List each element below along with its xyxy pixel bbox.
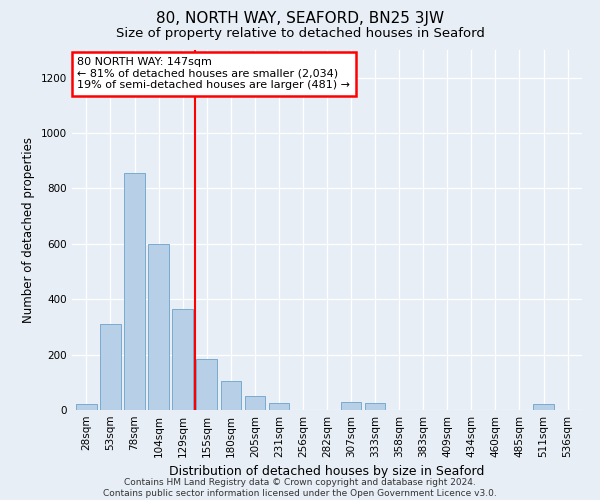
- Bar: [124, 173, 145, 410]
- Bar: [245, 396, 265, 410]
- Text: Size of property relative to detached houses in Seaford: Size of property relative to detached ho…: [116, 28, 484, 40]
- Bar: [196, 359, 217, 410]
- Bar: [148, 244, 169, 410]
- Bar: [221, 381, 241, 410]
- Bar: [365, 403, 385, 410]
- Text: 80 NORTH WAY: 147sqm
← 81% of detached houses are smaller (2,034)
19% of semi-de: 80 NORTH WAY: 147sqm ← 81% of detached h…: [77, 57, 350, 90]
- Bar: [341, 402, 361, 410]
- Text: Contains HM Land Registry data © Crown copyright and database right 2024.
Contai: Contains HM Land Registry data © Crown c…: [103, 478, 497, 498]
- Bar: [269, 403, 289, 410]
- Bar: [172, 309, 193, 410]
- Bar: [100, 324, 121, 410]
- Bar: [76, 404, 97, 410]
- Bar: [533, 404, 554, 410]
- X-axis label: Distribution of detached houses by size in Seaford: Distribution of detached houses by size …: [169, 466, 485, 478]
- Text: 80, NORTH WAY, SEAFORD, BN25 3JW: 80, NORTH WAY, SEAFORD, BN25 3JW: [156, 11, 444, 26]
- Y-axis label: Number of detached properties: Number of detached properties: [22, 137, 35, 323]
